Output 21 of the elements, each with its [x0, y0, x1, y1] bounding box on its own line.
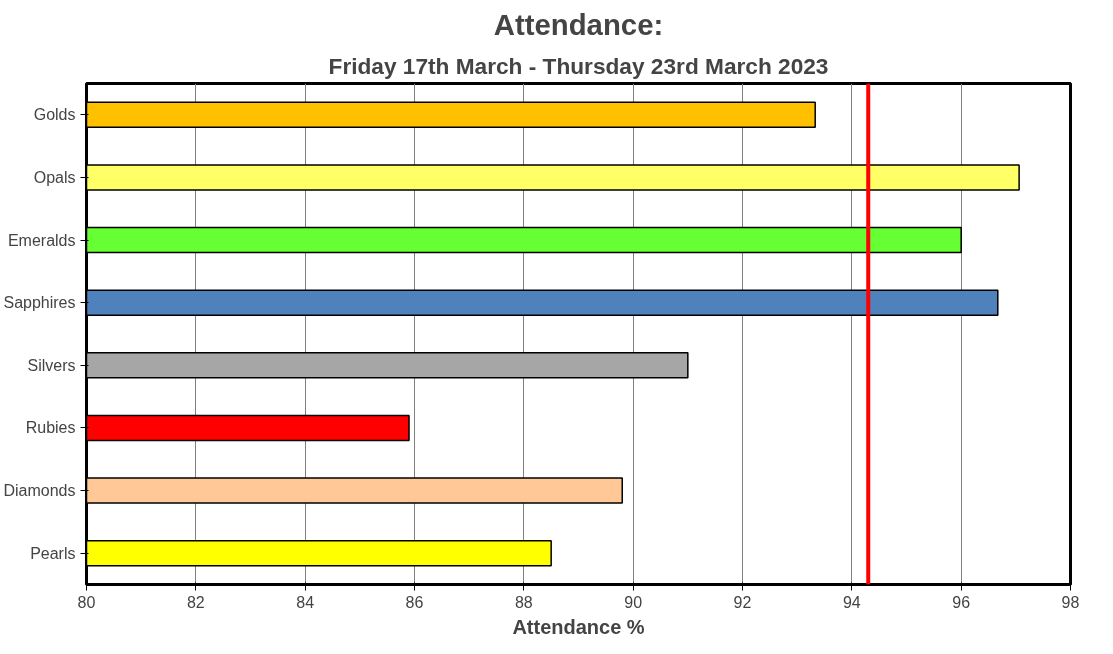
x-tick-label: 86 [405, 593, 424, 611]
y-tick-label: Rubies [25, 419, 76, 437]
x-tick-label: 88 [514, 593, 533, 611]
chart-subtitle: Friday 17th March - Thursday 23rd March 2023 [328, 52, 829, 79]
x-tick-label: 92 [733, 593, 752, 611]
chart-title: Attendance: [493, 7, 664, 41]
x-tick-label: 96 [952, 593, 971, 611]
y-tick-label: Diamonds [3, 482, 76, 500]
y-tick-label: Opals [33, 168, 76, 186]
x-tick-label: 82 [186, 593, 205, 611]
y-tick-label: Silvers [27, 356, 76, 374]
x-tick-label: 94 [842, 593, 861, 611]
y-tick-label: Sapphires [3, 294, 76, 312]
y-tick-label: Golds [33, 106, 76, 124]
x-tick-label: 98 [1061, 593, 1080, 611]
y-tick-label: Emeralds [7, 231, 76, 249]
y-tick-label: Pearls [30, 544, 76, 562]
x-tick-label: 84 [296, 593, 315, 611]
x-tick-label: 80 [77, 593, 96, 611]
x-tick-label: 90 [624, 593, 643, 611]
x-axis-title: Attendance % [512, 615, 645, 638]
